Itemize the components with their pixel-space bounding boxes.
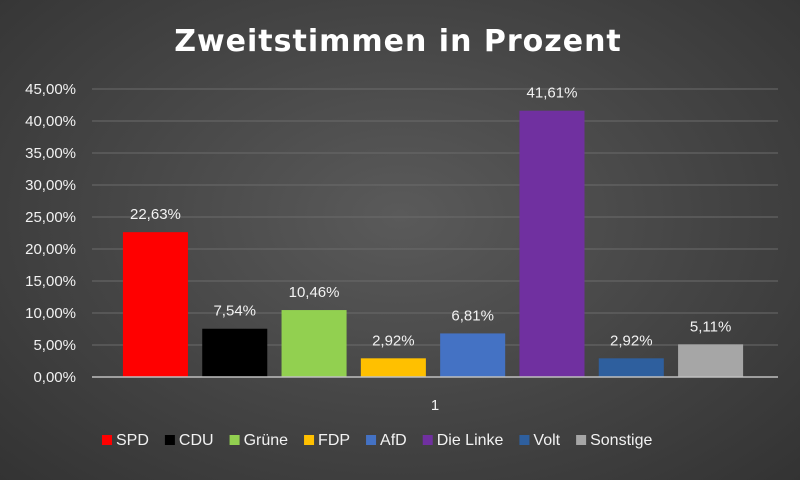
data-label: 2,92%	[372, 332, 415, 349]
bar-volt	[598, 358, 664, 377]
legend-label: AfD	[380, 432, 407, 449]
y-tick-label: 35,00%	[25, 145, 76, 162]
legend-swatch	[102, 435, 112, 445]
legend-item: AfD	[366, 432, 407, 449]
legend-item: Sonstige	[576, 432, 652, 449]
legend-item: SPD	[102, 432, 149, 449]
legend-label: SPD	[116, 432, 149, 449]
legend-label: CDU	[179, 432, 214, 449]
y-tick-label: 45,00%	[25, 81, 76, 98]
data-labels: 22,63% 7,54% 10,46% 2,92% 6,81% 41,61% 2,92% 5,…	[130, 85, 731, 350]
y-tick-label: 15,00%	[25, 273, 76, 290]
legend-label: FDP	[318, 432, 350, 449]
y-tick-label: 40,00%	[25, 113, 76, 130]
legend-item: FDP	[304, 432, 350, 449]
bar-fdp	[360, 358, 426, 377]
legend-item: CDU	[164, 432, 214, 449]
legend-item: Volt	[519, 432, 561, 449]
bar-die-linke	[519, 110, 585, 378]
legend-swatch	[229, 435, 240, 445]
bar-afd	[440, 333, 506, 377]
legend-swatch	[366, 435, 377, 445]
data-label: 2,92%	[610, 332, 653, 349]
legend-swatch	[164, 435, 175, 445]
legend-label: Die Linke	[437, 432, 504, 449]
data-label: 6,81%	[451, 307, 494, 324]
data-label: 41,61%	[527, 85, 578, 102]
bar-grüne	[281, 310, 347, 377]
bars	[122, 110, 744, 378]
y-tick-label: 0,00%	[33, 369, 76, 386]
bar-spd	[122, 232, 188, 377]
legend-label: Volt	[533, 432, 560, 449]
legend-swatch	[304, 435, 315, 445]
legend-swatch	[576, 435, 587, 445]
data-label: 10,46%	[289, 284, 340, 301]
chart-title: Zweitstimmen in Prozent	[174, 24, 622, 59]
y-axis-ticks: 0,00% 5,00% 10,00% 15,00% 20,00% 25,00% 30,00%…	[25, 81, 76, 386]
bar-sonstige	[678, 344, 744, 377]
legend-item: Grüne	[229, 432, 289, 449]
y-tick-label: 5,00%	[33, 337, 76, 354]
x-tick-label: 1	[431, 397, 439, 414]
y-tick-label: 10,00%	[25, 305, 76, 322]
data-label: 7,54%	[213, 303, 256, 320]
bar-cdu	[202, 328, 268, 377]
data-label: 22,63%	[130, 206, 181, 223]
legend-item: Die Linke	[422, 432, 504, 449]
legend-label: Sonstige	[590, 432, 652, 449]
y-tick-label: 20,00%	[25, 241, 76, 258]
legend-label: Grüne	[244, 432, 289, 449]
y-tick-label: 30,00%	[25, 177, 76, 194]
gridlines	[92, 88, 778, 346]
legend-swatch	[422, 435, 433, 445]
data-label: 5,11%	[690, 318, 731, 335]
y-tick-label: 25,00%	[25, 209, 76, 226]
legend-swatch	[519, 435, 530, 445]
legend: SPD CDU Grüne FDP AfD Die Linke Volt Sonstige	[102, 432, 652, 449]
